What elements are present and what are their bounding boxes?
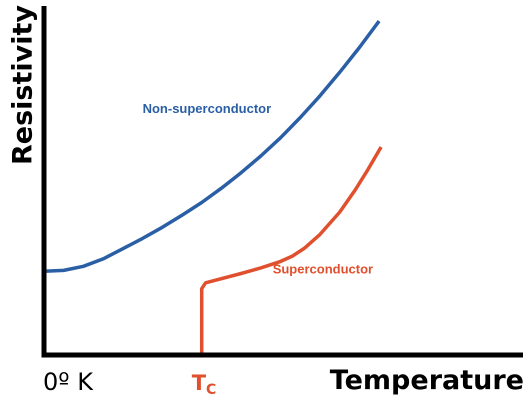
series-label-superconductor: Superconductor — [273, 262, 373, 277]
series-label-non-superconductor: Non-superconductor — [143, 101, 272, 116]
y-axis-title: Resistivity — [8, 5, 39, 165]
series-line-non-superconductor — [43, 20, 381, 274]
x-tick-labels: 0º K TC — [43, 368, 216, 398]
series-line-superconductor — [199, 146, 383, 355]
series-layer — [43, 20, 383, 355]
x-axis-title: Temperature — [330, 365, 524, 396]
x-tick-label-tc: TC — [192, 371, 217, 398]
annotation-layer: Non-superconductor Superconductor — [143, 101, 374, 276]
x-tick-label-zero-kelvin: 0º K — [43, 368, 94, 396]
